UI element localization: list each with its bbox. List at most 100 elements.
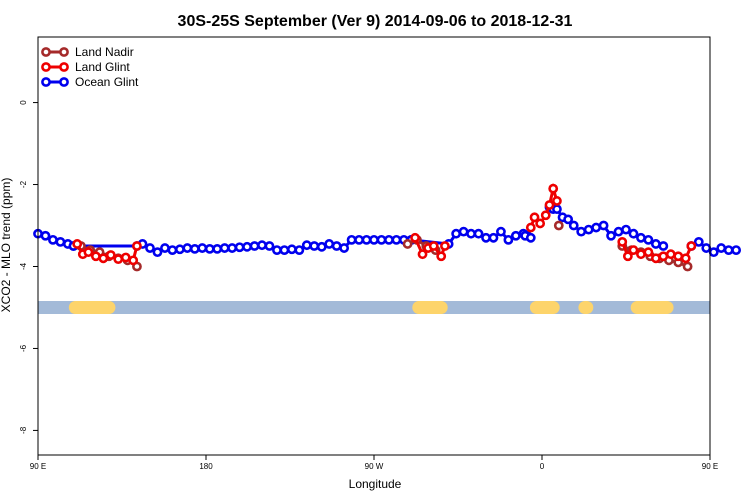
data-point xyxy=(55,237,66,247)
data-point xyxy=(503,234,514,245)
data-point xyxy=(197,243,208,253)
y-tick-label: -6 xyxy=(19,344,28,352)
data-point xyxy=(583,224,594,235)
plot-area xyxy=(33,182,742,314)
data-point xyxy=(563,214,574,225)
data-point xyxy=(212,243,223,254)
x-tick-label: 90 W xyxy=(365,462,384,471)
data-point xyxy=(535,218,546,229)
data-point xyxy=(346,234,357,245)
x-tick-label: 90 E xyxy=(30,462,46,471)
data-point xyxy=(242,241,252,252)
data-point xyxy=(473,228,484,239)
data-point xyxy=(701,243,712,253)
data-point xyxy=(324,239,335,249)
data-point xyxy=(510,230,521,241)
data-point xyxy=(488,232,499,243)
data-point xyxy=(576,226,587,237)
data-point xyxy=(650,239,661,249)
legend-label: Land Glint xyxy=(75,60,130,74)
legend-marker xyxy=(59,47,69,57)
data-point xyxy=(204,243,215,254)
data-point xyxy=(376,234,387,245)
data-point xyxy=(339,243,350,253)
x-axis-label: Longitude xyxy=(349,477,402,491)
axes: 90 E 180 90 W 0 90 E 0 -2 -4 -6 -8 xyxy=(19,100,718,471)
data-point xyxy=(496,226,506,237)
data-point xyxy=(636,232,646,243)
data-point xyxy=(294,245,305,255)
data-point xyxy=(606,230,616,241)
data-point xyxy=(731,245,742,255)
data-point xyxy=(72,239,83,249)
data-point xyxy=(682,261,693,272)
data-point xyxy=(272,245,282,255)
data-point xyxy=(83,247,94,258)
data-point xyxy=(643,234,654,245)
data-point xyxy=(451,228,462,239)
data-point xyxy=(552,196,562,206)
data-point xyxy=(227,243,238,253)
legend-marker xyxy=(41,47,51,57)
data-point xyxy=(658,251,669,262)
data-point xyxy=(354,234,364,245)
data-point xyxy=(621,224,631,235)
data-point xyxy=(466,228,476,239)
data-point xyxy=(636,249,646,260)
data-point xyxy=(160,243,170,253)
data-point xyxy=(553,220,564,231)
data-point xyxy=(152,247,163,258)
data-point xyxy=(219,243,230,253)
data-point xyxy=(167,245,178,255)
legend-marker xyxy=(41,62,51,72)
data-point xyxy=(568,220,579,231)
data-point xyxy=(716,243,727,253)
data-point xyxy=(680,253,691,264)
data-point xyxy=(132,241,142,251)
data-point xyxy=(665,249,676,260)
data-point xyxy=(529,212,540,223)
data-point xyxy=(316,241,327,252)
data-point xyxy=(410,232,420,243)
data-point xyxy=(622,251,633,262)
data-point xyxy=(391,234,402,245)
data-point xyxy=(105,250,116,260)
data-point xyxy=(279,245,290,255)
data-point xyxy=(591,222,602,233)
data-point xyxy=(544,200,555,210)
x-tick-label: 0 xyxy=(540,462,545,471)
data-point xyxy=(628,228,639,239)
data-point xyxy=(643,247,654,258)
y-tick-label: -2 xyxy=(19,180,28,188)
data-point xyxy=(402,239,413,249)
data-point xyxy=(309,241,320,251)
data-point xyxy=(658,241,669,251)
data-point xyxy=(617,237,628,247)
data-point xyxy=(525,232,536,243)
data-point xyxy=(673,251,684,262)
data-point xyxy=(361,234,372,245)
data-point xyxy=(428,241,439,251)
data-point xyxy=(458,226,469,237)
data-point xyxy=(113,254,124,265)
data-point xyxy=(384,234,394,245)
x-tick-label: 180 xyxy=(199,462,213,471)
y-axis-label: XCO2 - MLO trend (ppm) xyxy=(0,178,13,313)
data-point xyxy=(369,234,379,245)
data-point xyxy=(650,253,661,264)
data-point xyxy=(249,241,260,251)
legend-marker xyxy=(59,77,69,87)
data-point xyxy=(693,237,704,247)
legend-marker xyxy=(59,62,69,72)
data-point xyxy=(540,210,551,221)
data-point xyxy=(128,255,139,266)
data-point xyxy=(286,244,297,255)
data-point xyxy=(417,249,428,260)
data-point xyxy=(440,241,450,251)
data-point xyxy=(145,243,155,253)
legend-marker xyxy=(41,77,51,87)
data-point xyxy=(301,240,312,251)
data-point xyxy=(257,240,267,251)
